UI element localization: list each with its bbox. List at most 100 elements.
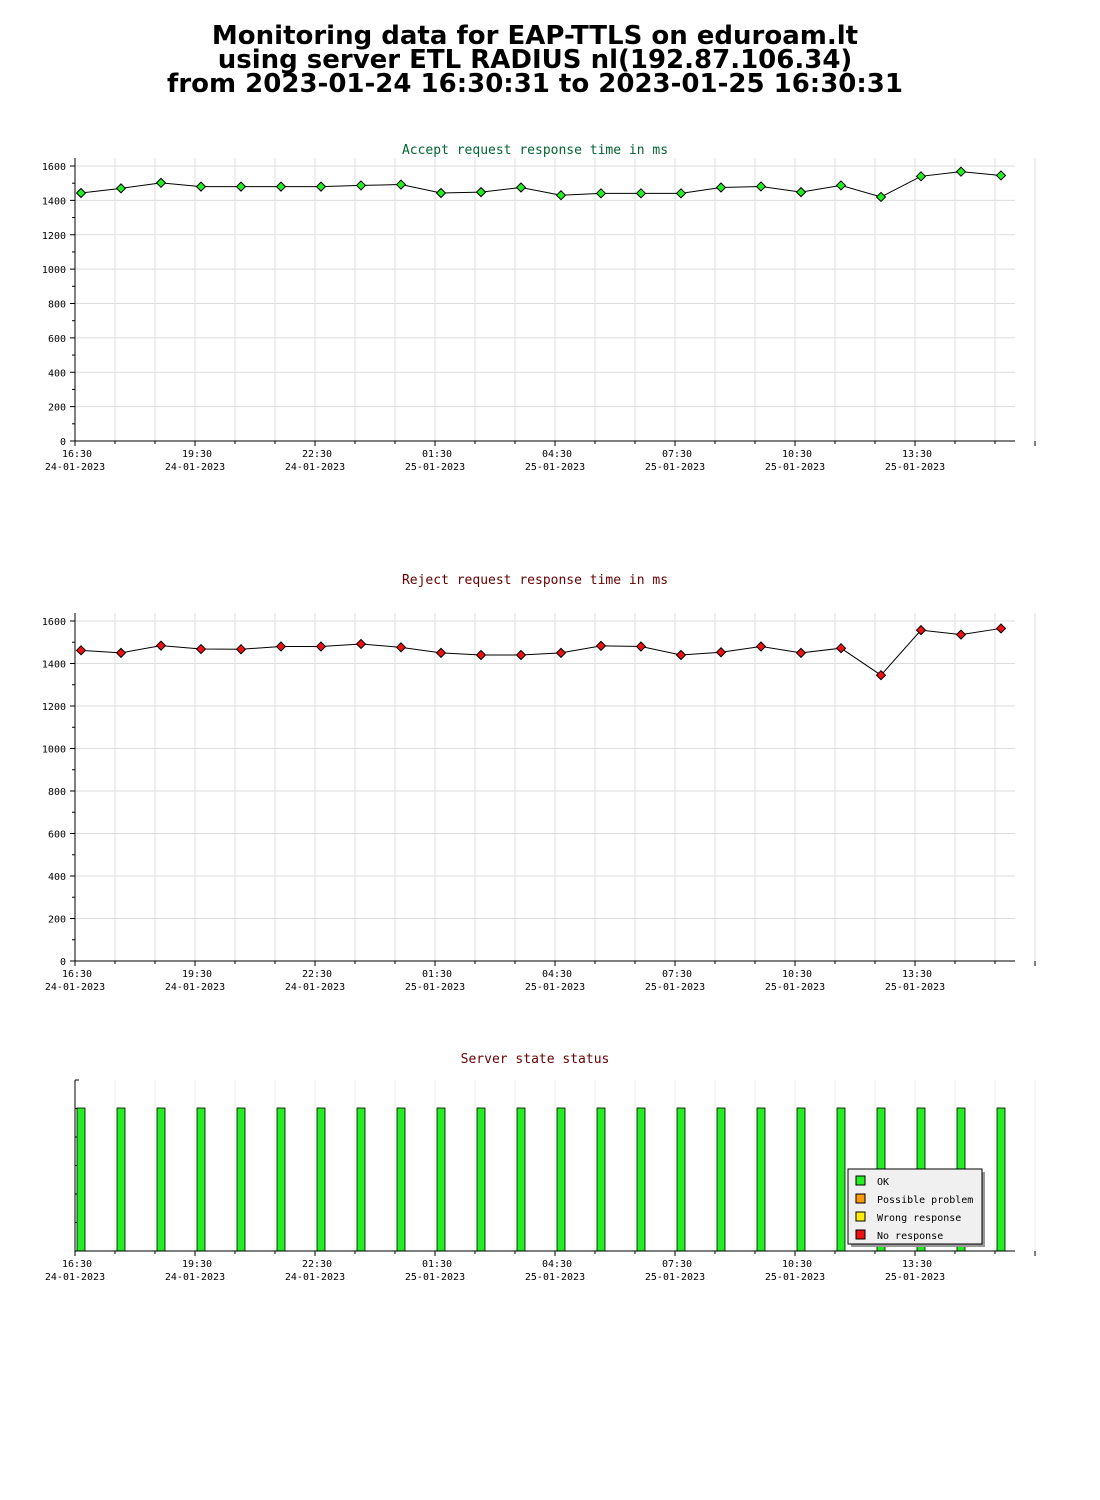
accept-y-tick-label: 1600 [42, 162, 66, 173]
accept-data-point [835, 180, 847, 191]
accept-x-tick-time: 16:30 [62, 449, 92, 460]
status-x-tick-date: 24-01-2023 [45, 1272, 105, 1283]
status-bar [836, 1107, 846, 1252]
accept-x-tick-date: 25-01-2023 [765, 462, 825, 473]
accept-y-tick-label: 400 [48, 368, 66, 379]
accept-data-point [395, 179, 407, 190]
reject-x-tick-date: 24-01-2023 [285, 982, 345, 993]
reject-data-point [435, 647, 447, 659]
accept-data-point [955, 166, 967, 177]
reject-data-point [955, 629, 967, 640]
legend-swatch [855, 1193, 866, 1204]
accept-x-tick-time: 10:30 [782, 449, 812, 460]
reject-title: Reject request response time in ms [402, 573, 668, 588]
status-x-tick-date: 25-01-2023 [885, 1272, 945, 1283]
accept-x-tick-time: 07:30 [662, 449, 692, 460]
accept-x-tick-date: 25-01-2023 [885, 462, 945, 473]
accept-x-tick-date: 25-01-2023 [645, 462, 705, 473]
reject-data-point [995, 623, 1007, 634]
accept-x-tick-time: 22:30 [302, 449, 332, 460]
status-bar [596, 1107, 606, 1252]
accept-x-tick-time: 04:30 [542, 449, 572, 460]
status-bar [196, 1107, 206, 1252]
status-x-tick-time: 16:30 [62, 1259, 92, 1270]
accept-data-point [795, 186, 807, 198]
reject-y-tick-label: 400 [48, 872, 66, 883]
accept-data-point [435, 187, 447, 199]
status-bar [356, 1107, 366, 1252]
status-bar [76, 1107, 86, 1252]
legend-swatch [855, 1175, 866, 1186]
title-line-1: Monitoring data for EAP-TTLS on eduroam.… [211, 21, 859, 51]
status-x-tick-time: 04:30 [542, 1259, 572, 1270]
status-bar [156, 1107, 166, 1252]
status-bar [396, 1107, 406, 1252]
reject-data-point [395, 642, 407, 653]
reject-data-point [715, 647, 727, 658]
legend-swatch [855, 1229, 866, 1240]
accept-x-tick-date: 25-01-2023 [405, 462, 465, 473]
title-line-3: from 2023-01-24 16:30:31 to 2023-01-25 1… [167, 69, 903, 99]
reject-x-tick-date: 25-01-2023 [645, 982, 705, 993]
reject-data-point [835, 642, 847, 654]
status-bar [996, 1107, 1006, 1252]
reject-data-point [155, 640, 167, 651]
accept-data-point [595, 188, 607, 199]
reject-x-tick-date: 25-01-2023 [885, 982, 945, 993]
reject-x-tick-time: 19:30 [182, 969, 212, 980]
accept-data-point [235, 181, 247, 192]
reject-x-tick-time: 22:30 [302, 969, 332, 980]
reject-data-point [875, 669, 887, 681]
status-bar [756, 1107, 766, 1252]
status-x-tick-time: 10:30 [782, 1259, 812, 1270]
reject-x-tick-date: 24-01-2023 [165, 982, 225, 993]
accept-data-point [675, 188, 687, 199]
reject-data-point [235, 644, 247, 655]
status-bar [236, 1107, 246, 1252]
accept-data-point [355, 180, 367, 191]
accept-x-tick-time: 13:30 [902, 449, 932, 460]
reject-data-point [75, 645, 87, 656]
accept-data-point [635, 188, 647, 199]
accept-x-tick-date: 24-01-2023 [165, 462, 225, 473]
legend-box [847, 1168, 983, 1245]
legend-label: OK [877, 1177, 889, 1188]
accept-series-line [80, 171, 1002, 198]
reject-x-tick-time: 16:30 [62, 969, 92, 980]
reject-x-tick-time: 01:30 [422, 969, 452, 980]
server-status-chart: Server state status 16:30 24-01-2023 19:30 2… [45, 1052, 1036, 1283]
reject-data-point [515, 649, 527, 661]
reject-y-tick-label: 1200 [42, 702, 66, 713]
reject-data-point [475, 649, 487, 661]
reject-series-line [80, 627, 1002, 676]
accept-data-point [515, 182, 527, 193]
status-bar [636, 1107, 646, 1252]
status-x-tick-date: 24-01-2023 [285, 1272, 345, 1283]
status-bar [556, 1107, 566, 1252]
reject-y-tick-label: 1600 [42, 617, 66, 628]
reject-data-point [195, 643, 207, 655]
accept-x-tick-time: 19:30 [182, 449, 212, 460]
reject-data-point [635, 641, 647, 652]
reject-data-point [595, 640, 607, 652]
legend-swatch [855, 1211, 866, 1222]
accept-x-tick-time: 01:30 [422, 449, 452, 460]
accept-y-tick-label: 600 [48, 334, 66, 345]
accept-data-point [715, 182, 727, 193]
accept-data-point [875, 191, 887, 203]
title-line-2: using server ETL RADIUS nl(192.87.106.34… [217, 45, 853, 75]
status-bar [676, 1107, 686, 1252]
status-bar [796, 1107, 806, 1252]
status-bar [716, 1107, 726, 1252]
reject-data-point [115, 647, 127, 659]
accept-x-tick-date: 24-01-2023 [45, 462, 105, 473]
status-x-tick-time: 07:30 [662, 1259, 692, 1270]
accept-data-point [275, 181, 287, 192]
reject-data-point [555, 647, 567, 659]
accept-data-point [75, 187, 87, 199]
reject-data-point [275, 641, 287, 652]
reject-y-tick-label: 1400 [42, 660, 66, 671]
status-x-tick-date: 24-01-2023 [165, 1272, 225, 1283]
accept-y-tick-label: 0 [60, 437, 66, 448]
accept-x-tick-date: 25-01-2023 [525, 462, 585, 473]
